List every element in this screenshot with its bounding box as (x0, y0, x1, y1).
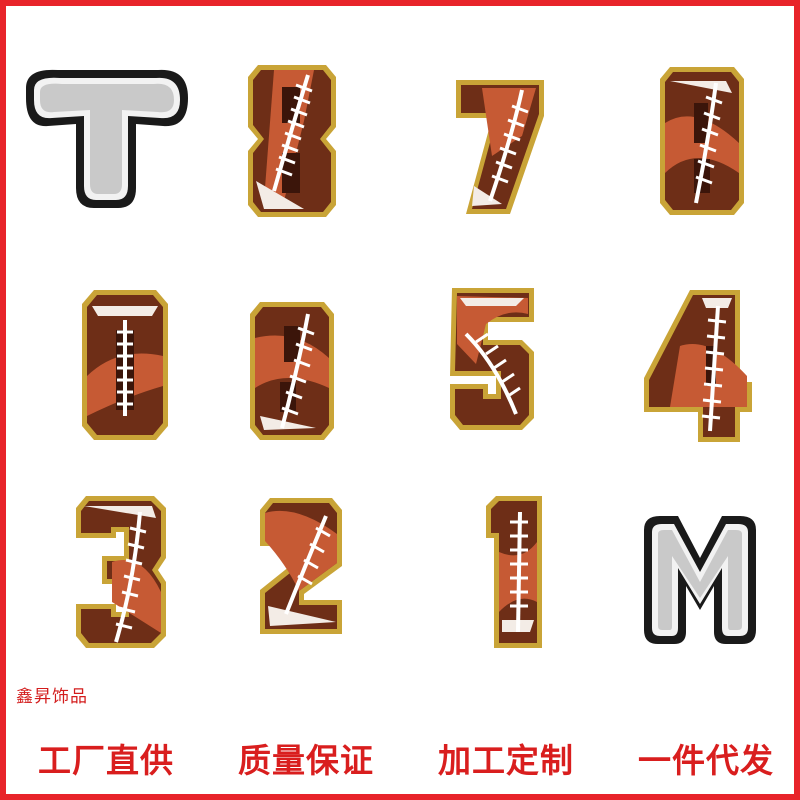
patch-number-7 (452, 76, 548, 218)
slogan-quality-guarantee: 质量保证 (238, 741, 374, 780)
patch-letter-t (18, 58, 194, 214)
slogan-dropshipping: 一件代发 (638, 741, 774, 780)
patch-number-5 (446, 284, 538, 434)
patch-letter-m (636, 510, 764, 650)
patch-number-1 (482, 492, 546, 652)
patch-number-6 (656, 63, 748, 219)
patch-number-0 (78, 286, 172, 444)
patch-number-8 (244, 61, 340, 221)
patch-number-9 (246, 298, 338, 444)
slogan-custom-processing: 加工定制 (438, 741, 574, 780)
shop-name: 鑫昇饰品 (16, 687, 88, 707)
slogan-bar: 工厂直供 质量保证 加工定制 一件代发 (6, 734, 800, 782)
slogan-factory-direct: 工厂直供 (38, 741, 174, 780)
patch-number-4 (640, 286, 756, 446)
patch-number-3 (72, 492, 170, 652)
patch-number-2 (256, 494, 346, 638)
